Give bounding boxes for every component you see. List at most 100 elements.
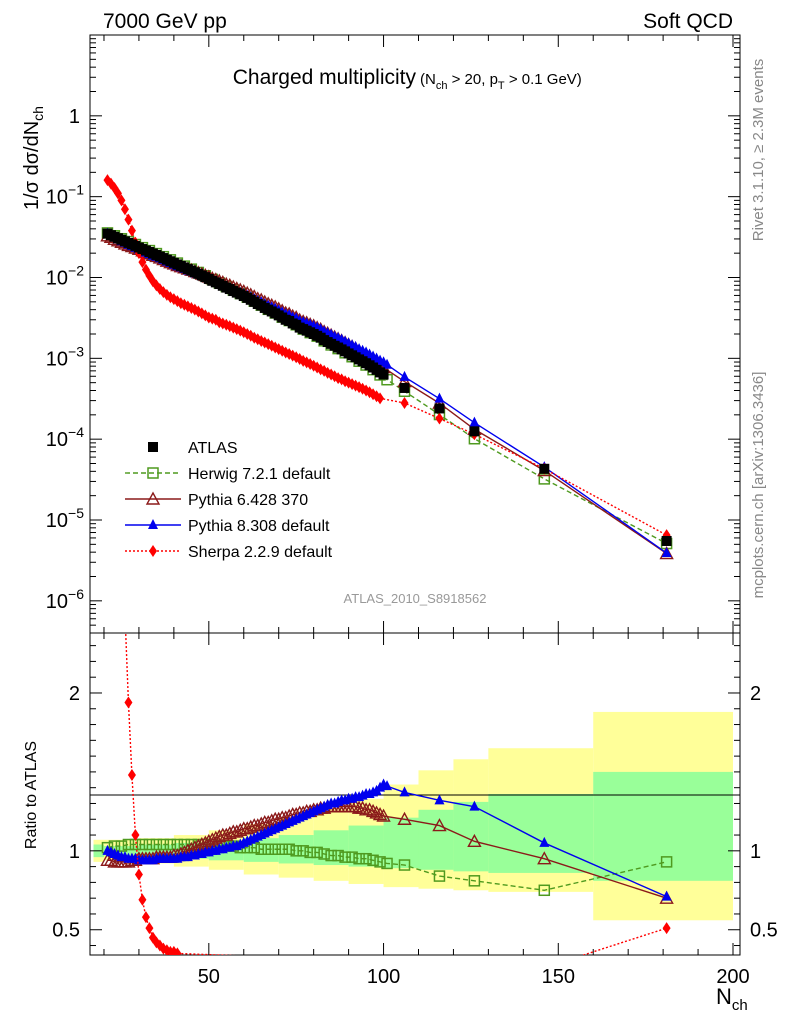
- legend-marker: [149, 545, 157, 557]
- mcplots-reference-label: mcplots.cern.ch [arXiv:1306.3436]: [750, 372, 767, 599]
- sherpa-ratio-point: [662, 922, 671, 935]
- inner-band: [453, 801, 489, 872]
- herwig-ratio-point: [381, 857, 393, 870]
- x-tick-label: 100: [367, 966, 400, 988]
- legend-marker: [148, 519, 158, 529]
- pythia-ratio-point: [469, 800, 480, 811]
- atlas-data-point: [378, 369, 389, 380]
- pythia-main-point: [469, 416, 480, 427]
- pythia-ratio-point: [362, 802, 377, 816]
- pythia-ratio-point: [355, 800, 370, 814]
- sherpa-main-point: [376, 392, 385, 405]
- herwig-ratio-point: [374, 856, 386, 868]
- energy-label: 7000 GeV pp: [103, 10, 227, 33]
- ratio-y-tick-label-right: 2: [750, 683, 761, 705]
- main-y-tick-label: 1: [69, 106, 80, 128]
- sherpa-ratio-point: [124, 696, 133, 709]
- rivet-version-label: Rivet 3.1.10, ≥ 2.3M events: [750, 59, 767, 242]
- herwig-ratio-point: [178, 838, 191, 851]
- herwig-ratio-point: [115, 840, 128, 852]
- herwig-ratio-point: [304, 846, 316, 859]
- sherpa-ratio-point: [103, 277, 111, 289]
- herwig-ratio-point: [538, 884, 551, 897]
- herwig-ratio-point: [339, 851, 351, 863]
- pythia-ratio-point: [103, 852, 119, 866]
- sherpa-main-point: [400, 397, 409, 410]
- sherpa-ratio-point: [145, 922, 154, 935]
- sherpa-ratio-point: [131, 829, 140, 842]
- legend-label-series: Pythia 6.428 370: [188, 492, 308, 509]
- herwig-ratio-point: [269, 843, 281, 855]
- pythia-ratio-point: [467, 833, 482, 848]
- herwig-ratio-point: [318, 848, 330, 860]
- sherpa-ratio-point: [173, 947, 182, 955]
- sherpa-main-point: [124, 213, 133, 226]
- herwig-ratio-point: [325, 849, 337, 862]
- pythia-ratio-point: [382, 780, 393, 791]
- ratio-y-tick-label-left: 0.5: [52, 920, 80, 942]
- ratio-y-tick-label-left: 2: [69, 683, 80, 705]
- x-tick-label: 50: [198, 966, 220, 988]
- pythia-ratio-point: [432, 818, 447, 832]
- herwig-ratio-point: [290, 845, 302, 857]
- herwig-ratio-point: [283, 843, 295, 855]
- inner-band: [488, 794, 594, 873]
- herwig-ratio-point: [660, 856, 673, 868]
- pythia-ratio-point: [537, 851, 552, 865]
- sherpa-main-point: [138, 256, 147, 269]
- inner-band: [593, 771, 734, 881]
- axes-ticks: 50 100 150 200 10−6 10−5 10−4 10−3 10−2 10−1 1 0.5 0…: [46, 34, 778, 988]
- pythia-main-point: [659, 546, 674, 560]
- pythia-ratio-point: [399, 786, 410, 797]
- herwig-ratio-point: [255, 843, 267, 855]
- pythia-ratio-point: [372, 807, 388, 821]
- pythia-ratio-point: [661, 890, 672, 901]
- chart-subtitle: (Nch > 20, pT > 0.1 GeV): [420, 71, 582, 92]
- ratio-y-tick-label-right: 1: [750, 841, 761, 863]
- atlas-data-point: [399, 382, 410, 393]
- main-y-tick-label: 10−4: [46, 424, 84, 451]
- x-axis-label: Nch: [716, 984, 748, 1014]
- sherpa-ratio-point: [121, 608, 129, 620]
- herwig-ratio-point: [311, 846, 323, 859]
- analysis-id-label: ATLAS_2010_S8918562: [344, 591, 487, 606]
- main-y-tick-label: 10−6: [46, 586, 84, 613]
- sherpa-ratio-point: [141, 911, 150, 924]
- pythia-ratio-point: [539, 836, 550, 847]
- herwig-ratio-point: [143, 838, 156, 851]
- legend-label-atlas: ATLAS: [188, 440, 238, 457]
- ratio-plot-frame: [89, 632, 741, 956]
- herwig-ratio-point: [346, 851, 358, 863]
- herwig-ratio-point: [433, 870, 446, 882]
- main-series-layer: [100, 174, 674, 560]
- herwig-ratio-point: [122, 838, 135, 851]
- herwig-ratio-point: [367, 854, 379, 867]
- ratio-y-tick-label-left: 1: [69, 841, 80, 863]
- legend-marker-atlas: [148, 442, 158, 452]
- ratio-series-layer: [100, 277, 674, 955]
- pythia-ratio-point: [434, 794, 445, 805]
- herwig-ratio-point: [468, 875, 481, 887]
- herwig-ratio-point: [332, 849, 344, 862]
- atlas-data-point: [539, 463, 550, 474]
- herwig-ratio-point: [353, 852, 365, 865]
- sherpa-main-point: [117, 194, 126, 207]
- main-y-tick-label: 10−1: [46, 182, 84, 209]
- pythia-ratio-point: [365, 803, 381, 818]
- legend-label-series: Pythia 8.308 default: [188, 518, 330, 535]
- pythia-ratio-point: [376, 808, 391, 822]
- sherpa-main-point: [120, 203, 129, 216]
- atlas-data-point: [469, 426, 480, 437]
- sherpa-main-point: [127, 224, 136, 237]
- main-y-tick-label: 10−2: [46, 262, 84, 289]
- chart-title: Charged multiplicity: [233, 66, 417, 89]
- herwig-ratio-point: [398, 859, 411, 871]
- pythia-main-point: [434, 392, 445, 403]
- process-label: Soft QCD: [643, 10, 733, 33]
- legend: ATLAS Herwig 7.2.1 default Pythia 6.428 37…: [125, 440, 333, 561]
- sherpa-ratio-point: [127, 769, 136, 782]
- herwig-ratio-point: [297, 845, 309, 857]
- main-y-axis-label: 1/σ dσ/dNch: [21, 106, 46, 210]
- sherpa-main-point: [113, 187, 122, 200]
